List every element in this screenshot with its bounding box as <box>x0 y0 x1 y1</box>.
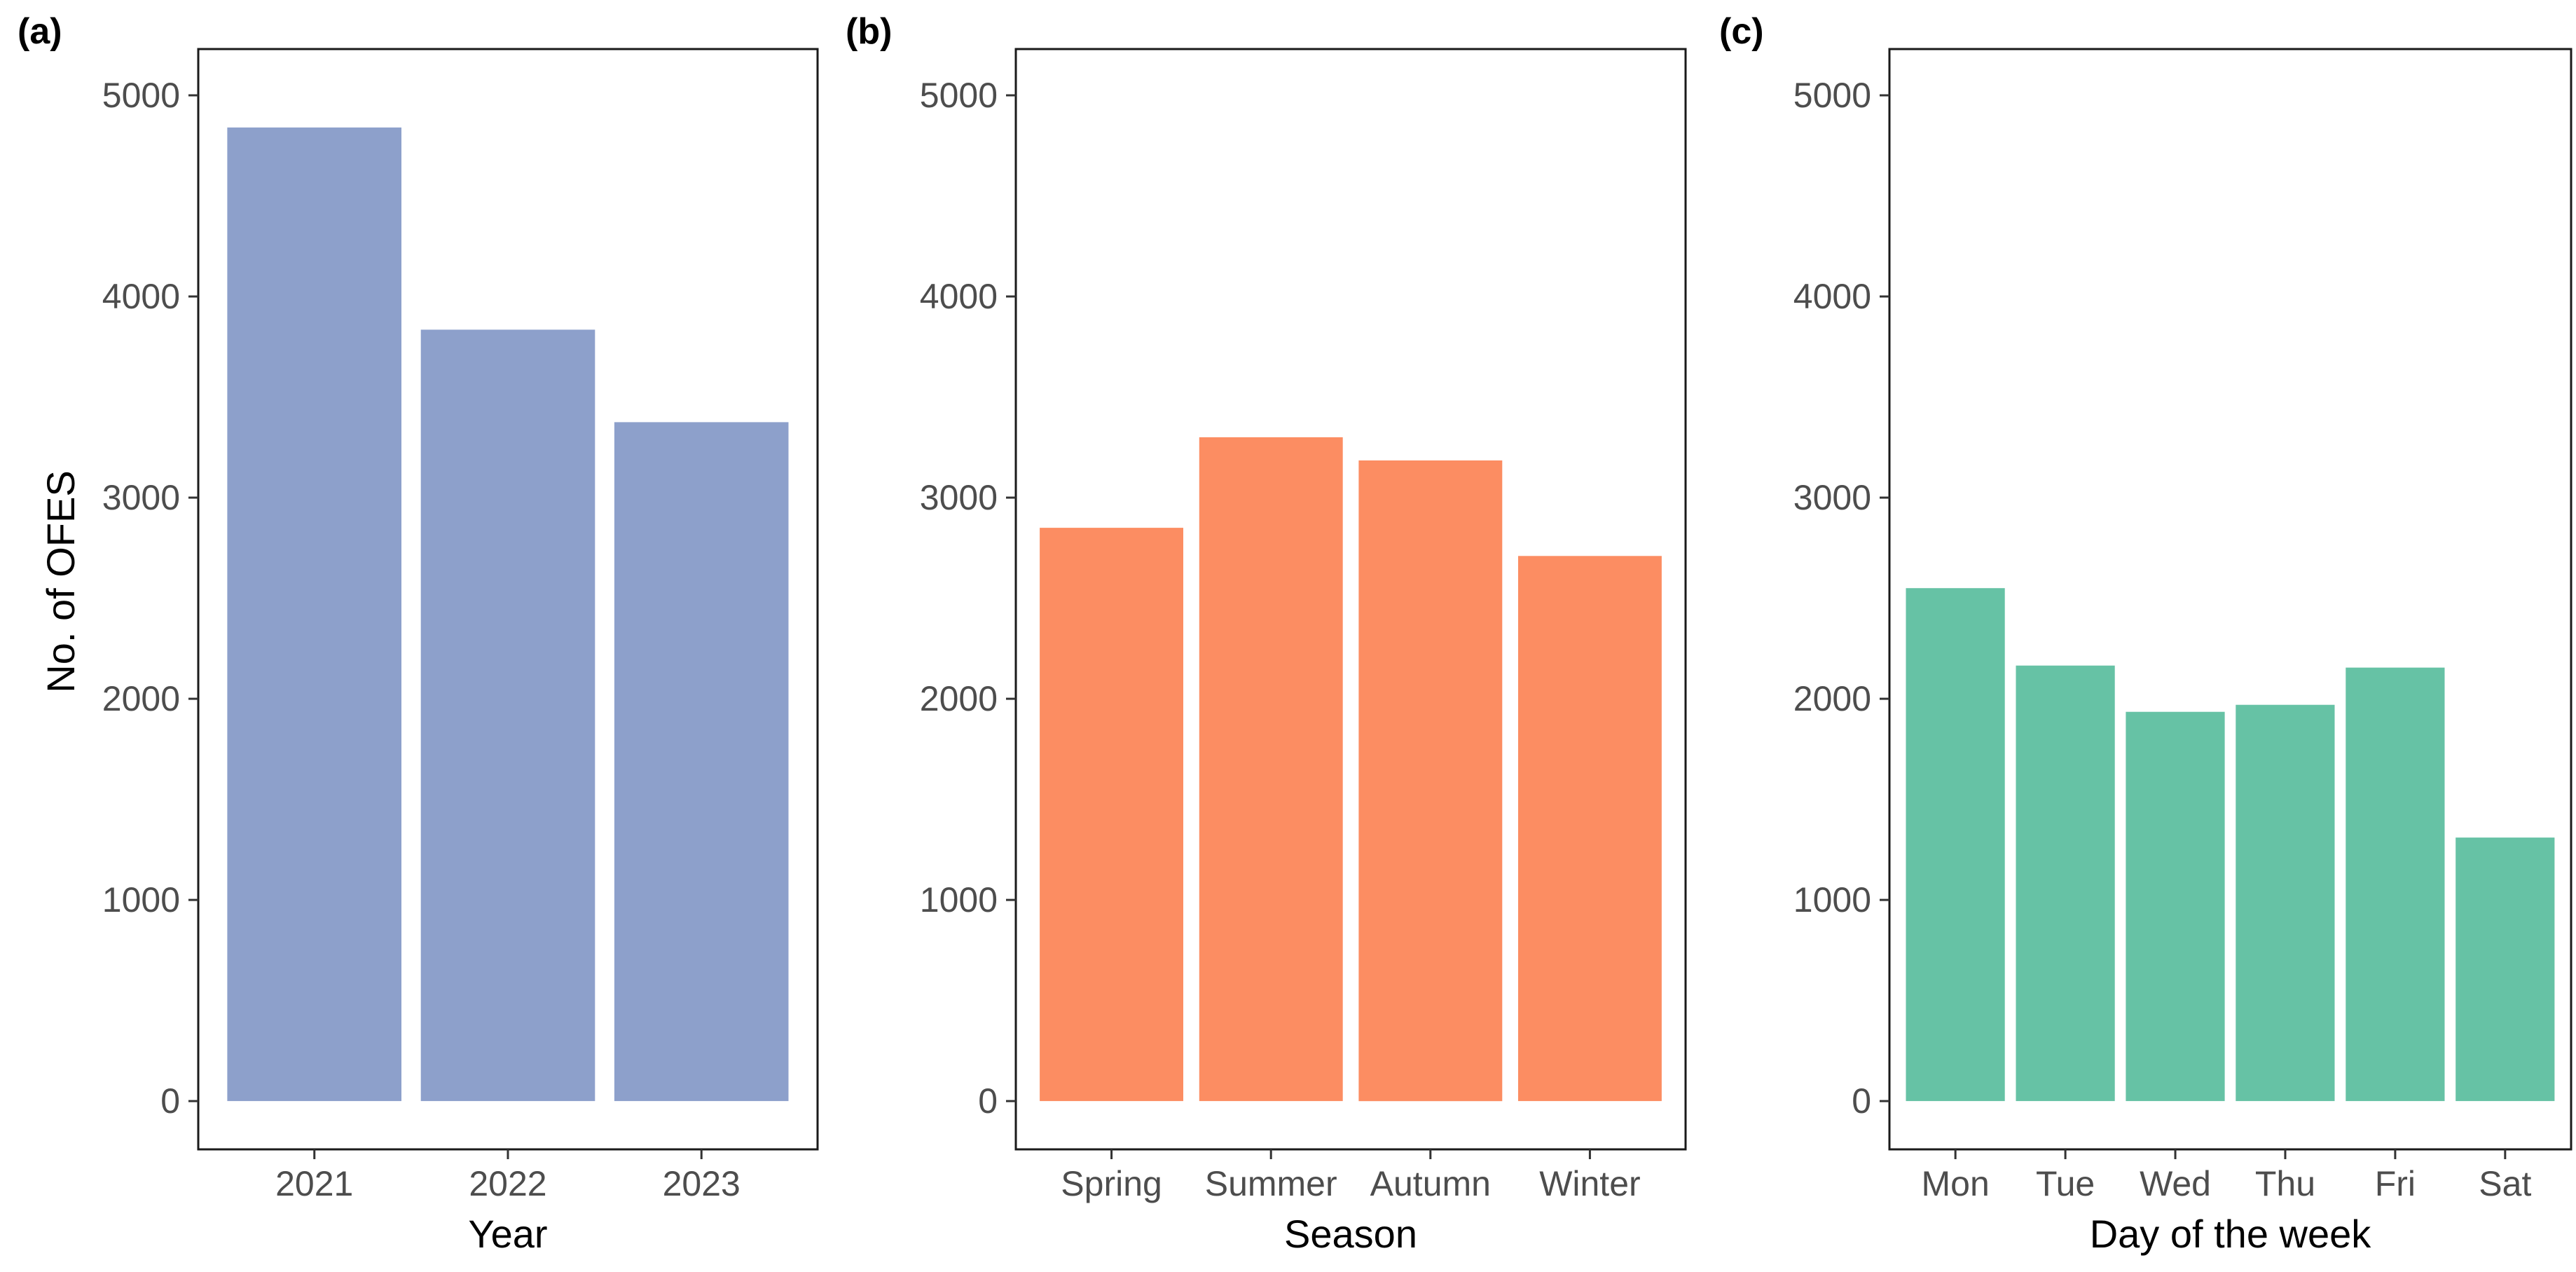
x-axis-title: Year <box>468 1212 547 1256</box>
x-tick-label: Mon <box>1922 1164 1990 1203</box>
bar-spring <box>1040 528 1183 1102</box>
bar-mon <box>1906 588 2005 1102</box>
y-tick-label: 1000 <box>102 880 180 919</box>
x-tick-label: Autumn <box>1370 1164 1491 1203</box>
x-tick-label: 2022 <box>469 1164 546 1203</box>
x-tick-label: Spring <box>1061 1164 1162 1203</box>
y-tick-label: 5000 <box>1793 76 1871 115</box>
y-tick-label: 4000 <box>920 277 998 316</box>
bar-fri <box>2346 667 2445 1102</box>
x-tick-label: Fri <box>2375 1164 2416 1203</box>
y-tick-label: 0 <box>160 1081 180 1121</box>
y-tick-label: 5000 <box>102 76 180 115</box>
bar-thu <box>2236 704 2335 1102</box>
x-axis-title: Season <box>1284 1212 1417 1256</box>
x-tick-label: Sat <box>2479 1164 2531 1203</box>
x-axis-title: Day of the week <box>2090 1212 2372 1256</box>
y-axis-title: No. of OFES <box>39 470 83 692</box>
y-tick-label: 2000 <box>1793 679 1871 718</box>
y-tick-label: 4000 <box>1793 277 1871 316</box>
panel-label: (a) <box>18 11 62 52</box>
bar-summer <box>1199 437 1343 1102</box>
panel-b: 0 1000 2000 3000 4000 5000 Spring Summer Autumn W… <box>846 11 1687 1256</box>
panel-c: 0 1000 2000 3000 4000 5000 Mon Tue Wed Thu Fri Sat D… <box>1719 11 2572 1256</box>
y-tick-label: 2000 <box>102 679 180 718</box>
panel-a: 0 1000 2000 3000 4000 5000 2021 2022 2023 Year (a) <box>18 11 819 1256</box>
bar-winter <box>1518 556 1662 1102</box>
x-tick-label: Wed <box>2140 1164 2211 1203</box>
x-tick-label: Thu <box>2255 1164 2315 1203</box>
x-tick-label: 2023 <box>663 1164 741 1203</box>
y-tick-label: 0 <box>978 1081 998 1121</box>
y-tick-label: 3000 <box>102 478 180 517</box>
x-tick-label: Summer <box>1205 1164 1337 1203</box>
bar-2023 <box>614 422 789 1102</box>
bar-sat <box>2456 837 2555 1102</box>
panel-label: (c) <box>1719 11 1764 52</box>
y-tick-label: 1000 <box>1793 880 1871 919</box>
bar-2022 <box>420 329 595 1102</box>
y-tick-label: 3000 <box>1793 478 1871 517</box>
y-tick-label: 0 <box>1852 1081 1871 1121</box>
y-tick-label: 4000 <box>102 277 180 316</box>
bar-autumn <box>1358 460 1503 1102</box>
bar-tue <box>2016 665 2115 1102</box>
bar-2021 <box>227 127 401 1102</box>
y-tick-label: 3000 <box>920 478 998 517</box>
y-tick-label: 1000 <box>920 880 998 919</box>
x-tick-label: Winter <box>1539 1164 1640 1203</box>
y-tick-label: 5000 <box>920 76 998 115</box>
x-tick-label: Tue <box>2036 1164 2095 1203</box>
bar-wed <box>2126 711 2225 1102</box>
y-tick-label: 2000 <box>920 679 998 718</box>
x-tick-label: 2021 <box>275 1164 353 1203</box>
panel-label: (b) <box>846 11 892 52</box>
